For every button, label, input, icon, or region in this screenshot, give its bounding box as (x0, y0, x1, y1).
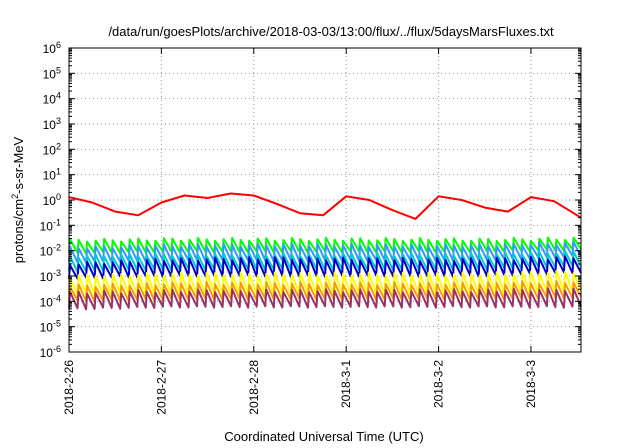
y-tick-label: 106 (43, 40, 61, 56)
y-axis-label-suffix: -s-sr-MeV (11, 136, 26, 193)
y-tick-label: 100 (43, 192, 61, 208)
chart-title: /data/run/goesPlots/archive/2018-03-03/1… (108, 24, 554, 39)
series-line (68, 287, 582, 311)
y-axis-label-prefix: protons/cm (11, 199, 26, 263)
x-tick-label: 2018-3-2 (432, 360, 446, 408)
x-tick-label: 2018-2-27 (154, 360, 168, 415)
y-tick-label: 10-2 (40, 243, 61, 259)
y-tick-label: 10-6 (40, 344, 61, 360)
y-tick-label: 10-3 (40, 268, 61, 284)
y-tick-label: 101 (43, 167, 61, 183)
y-tick-label: 10-5 (40, 319, 61, 335)
y-tick-label: 103 (43, 116, 61, 132)
y-tick-label: 102 (43, 141, 61, 157)
y-tick-label: 104 (43, 91, 61, 107)
x-tick-label: 2018-3-1 (339, 360, 353, 408)
plot-frame (68, 47, 582, 353)
ticks: 10-6 10-5 10-4 10-3 10-2 10-1 100 101 102 103 104 1… (40, 40, 581, 415)
y-tick-label: 10-1 (40, 217, 61, 233)
y-axis-label: protons/cm2-s-sr-MeV (10, 136, 26, 263)
x-axis-label: Coordinated Universal Time (UTC) (224, 429, 423, 444)
series-line (68, 192, 582, 220)
series-group (68, 192, 582, 311)
y-axis-label-sup: 2 (10, 194, 20, 199)
y-tick-label: 105 (43, 65, 61, 81)
y-tick-label: 10-4 (40, 293, 61, 309)
x-tick-label: 2018-2-26 (62, 360, 76, 415)
x-tick-label: 2018-2-28 (247, 360, 261, 415)
x-tick-label: 2018-3-3 (524, 360, 538, 408)
